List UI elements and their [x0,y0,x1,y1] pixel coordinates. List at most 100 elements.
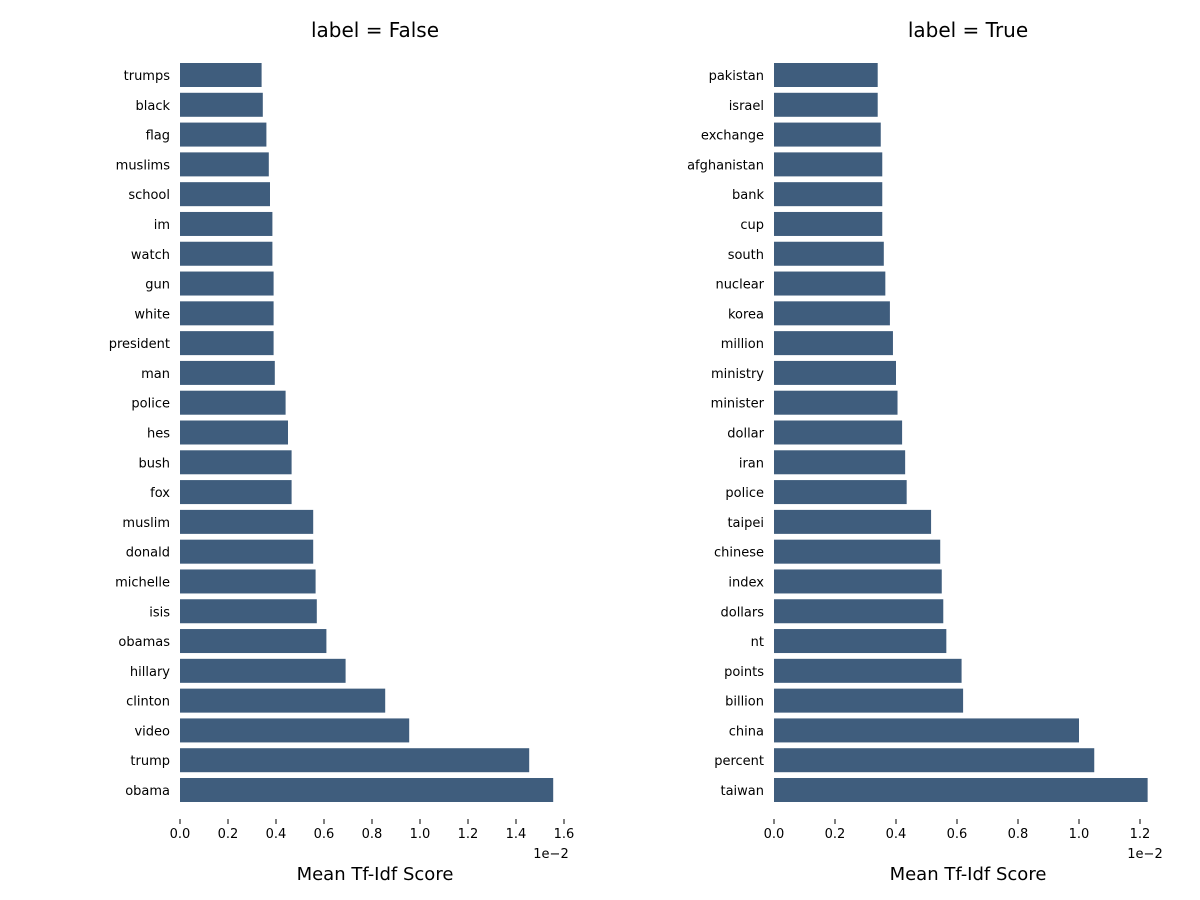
right-x-tick-label: 0.2 [825,827,846,842]
right-y-tick-label: taiwan [720,784,764,799]
left-bar-gun [180,271,274,296]
right-bar-bank [774,182,883,207]
left-y-tick-label: obamas [118,635,170,650]
left-bar-video [180,718,410,743]
left-bar-flag [180,122,267,147]
right-bar-pakistan [774,63,878,87]
left-panel-y-tick-labels: trumps black flag muslims school im watch gun wh… [109,69,171,799]
right-bar-percent [774,748,1095,773]
left-x-tick-label: 1.6 [554,827,575,842]
left-bar-isis [180,599,317,624]
right-panel-bars [774,63,1148,802]
right-bar-police [774,480,907,505]
left-y-tick-label: man [141,367,170,382]
left-y-tick-label: obama [125,784,170,799]
left-y-tick-label: video [134,724,170,739]
left-bar-clinton [180,688,386,713]
left-bar-fox [180,480,292,505]
left-y-tick-label: school [128,188,170,203]
left-y-tick-label: michelle [115,575,170,590]
right-bar-dollars [774,599,944,624]
left-y-tick-label: trumps [124,69,171,84]
left-y-tick-label: white [134,307,170,322]
right-x-tick-label: 0.0 [764,827,785,842]
left-bar-obamas [180,629,327,654]
left-y-tick-label: hes [147,427,170,442]
left-x-tick-label: 0.0 [170,827,191,842]
right-y-tick-label: million [721,337,764,352]
left-bar-man [180,360,275,385]
left-bar-obama [180,778,554,802]
right-bar-million [774,331,893,356]
right-y-tick-label: taipei [727,516,764,531]
right-bar-china [774,718,1079,743]
right-panel-title: label = True [908,18,1028,42]
right-y-tick-label: points [724,665,764,680]
left-y-tick-label: watch [131,248,170,263]
left-y-tick-label: police [131,397,170,412]
right-bar-exchange [774,122,881,147]
left-panel-x-ticks: 0.0 0.2 0.4 0.6 0.8 1.0 1.2 1.4 1.6 [170,819,575,842]
left-bar-bush [180,450,292,475]
left-bar-white [180,301,274,326]
right-x-tick-label: 0.4 [886,827,907,842]
left-bar-president [180,331,274,356]
right-x-tick-label: 1.2 [1130,827,1151,842]
right-panel-offset-label: 1e−2 [1127,847,1162,862]
right-bar-nt [774,629,947,654]
left-y-tick-label: donald [126,546,170,561]
left-x-tick-label: 0.6 [314,827,335,842]
left-bar-muslims [180,152,269,177]
left-bar-im [180,211,273,236]
right-y-tick-label: israel [729,99,764,114]
left-x-tick-label: 1.4 [506,827,527,842]
left-bar-donald [180,539,314,564]
left-y-tick-label: black [135,99,170,114]
right-bar-billion [774,688,964,713]
left-bar-trump [180,748,530,773]
left-y-tick-label: president [109,337,170,352]
left-y-tick-label: bush [138,456,170,471]
left-x-tick-label: 1.0 [410,827,431,842]
right-y-tick-label: dollar [727,427,764,442]
right-bar-iran [774,450,906,475]
right-bar-israel [774,92,878,117]
left-bar-black [180,92,263,117]
right-y-tick-label: exchange [701,129,764,144]
right-y-tick-label: chinese [714,546,764,561]
right-bar-cup [774,211,883,236]
right-y-tick-label: nuclear [715,278,764,293]
right-bar-chinese [774,539,941,564]
left-x-tick-label: 0.2 [218,827,239,842]
left-bar-hes [180,420,288,445]
right-panel: label = True pakistan israel exchange afgha… [687,18,1163,885]
right-bar-points [774,658,962,683]
right-y-tick-label: cup [740,218,764,233]
left-y-tick-label: muslims [116,158,171,173]
right-y-tick-label: ministry [711,367,764,382]
right-y-tick-label: iran [739,456,764,471]
right-y-tick-label: minister [711,397,765,412]
left-y-tick-label: gun [145,278,170,293]
right-x-tick-label: 1.0 [1069,827,1090,842]
left-x-tick-label: 0.4 [266,827,287,842]
left-y-tick-label: fox [150,486,170,501]
right-bar-dollar [774,420,903,445]
left-panel-x-axis-label: Mean Tf-Idf Score [297,864,454,885]
right-panel-y-tick-labels: pakistan israel exchange afghanistan bank cup… [687,69,765,799]
right-y-tick-label: china [729,724,764,739]
left-bar-michelle [180,569,316,594]
left-panel-title: label = False [311,18,439,42]
left-bar-police [180,390,286,415]
right-bar-taiwan [774,778,1148,802]
right-y-tick-label: index [728,575,764,590]
right-x-tick-label: 0.8 [1008,827,1029,842]
left-bar-watch [180,241,273,266]
right-bar-index [774,569,942,594]
right-y-tick-label: police [725,486,764,501]
right-bar-ministry [774,360,896,385]
left-y-tick-label: isis [149,605,170,620]
right-y-tick-label: dollars [720,605,764,620]
right-bar-taipei [774,509,932,534]
